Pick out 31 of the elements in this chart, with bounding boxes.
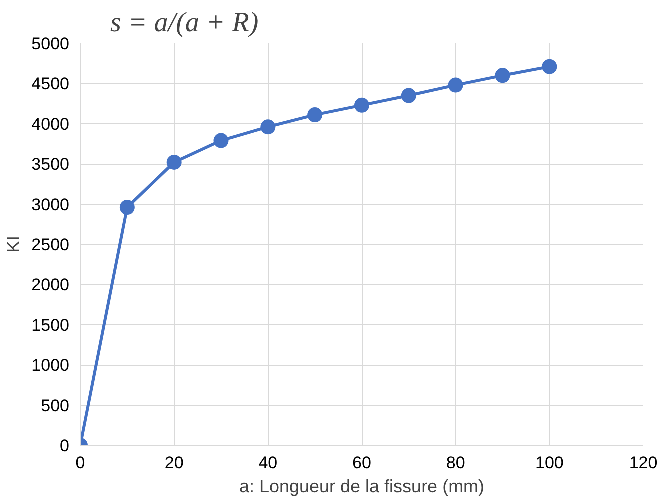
x-tick-label: 100 [535,454,564,472]
point [495,68,510,84]
y-axis-title: KI [4,236,24,254]
y-tick-label: 4000 [32,114,70,134]
point [308,108,323,123]
y-tick-label: 500 [41,396,70,416]
y-tick-label: 4500 [32,74,70,94]
x-tick-label: 60 [352,454,372,472]
y-tick-label: 5000 [32,34,70,54]
x-tick-label: 120 [629,454,658,472]
point [120,200,135,215]
x-tick-label: 80 [446,454,466,472]
y-tick-label: 1500 [32,316,70,335]
x-tick-label: 40 [258,454,278,472]
x-tick-label: 0 [76,454,86,472]
y-tick-label: 3000 [32,195,70,214]
point [214,133,229,148]
point [166,155,182,170]
y-tick-label: 3500 [32,155,70,174]
x-axis-title: a: Longueur de la fissure (mm) [239,476,485,496]
point [401,88,416,104]
point [260,120,276,135]
point [542,59,558,74]
point [448,78,464,93]
y-tick-label: 1000 [32,356,70,376]
point [354,98,370,113]
chart-title: s = a/(a + R) [110,8,259,38]
x-tick-label: 20 [164,454,184,472]
y-tick-label: 2000 [32,276,70,295]
y-tick-label: 2500 [32,236,70,254]
y-tick-label: 0 [60,436,70,456]
